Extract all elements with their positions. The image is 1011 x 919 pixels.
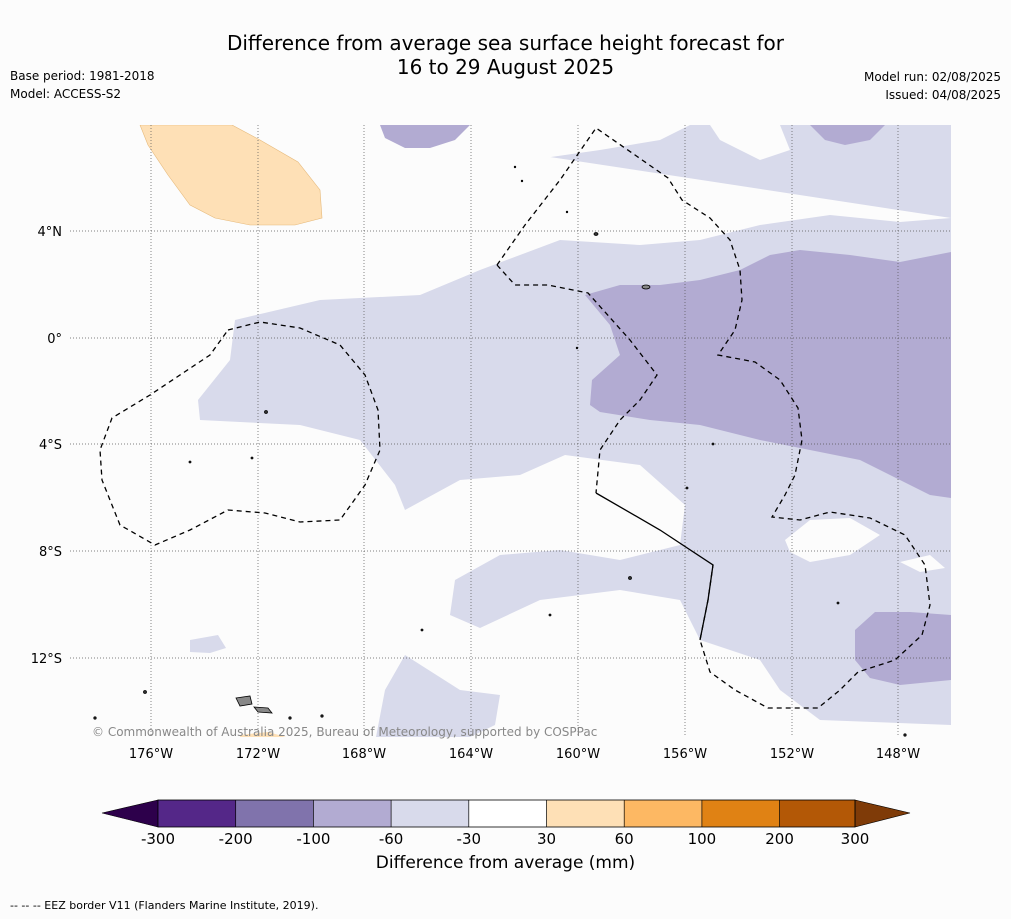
longitude-labels: 176°W 172°W 168°W 164°W 160°W 156°W 152°… xyxy=(129,747,920,762)
lon-label: 160°W xyxy=(556,747,600,762)
lat-label: 0° xyxy=(47,332,62,347)
island xyxy=(593,232,599,236)
colorbar-tick: -300 xyxy=(141,830,175,848)
islands xyxy=(93,165,907,737)
island xyxy=(628,576,632,580)
latitude-labels: 4°N 0° 4°S 8°S 12°S xyxy=(31,225,62,667)
footer-note: -- -- -- EEZ border V11 (Flanders Marine… xyxy=(10,899,319,912)
white-pocket-2 xyxy=(900,555,945,572)
colorbar-tick: 60 xyxy=(615,830,634,848)
island xyxy=(575,346,579,350)
lon-label: 168°W xyxy=(342,747,386,762)
eez-kiribati-phoenix xyxy=(496,127,931,709)
shade-light-purple-south xyxy=(376,655,500,737)
graticule xyxy=(70,125,951,737)
samoa-island-2 xyxy=(253,706,273,714)
lon-label: 176°W xyxy=(129,747,173,762)
lon-label: 152°W xyxy=(770,747,814,762)
lon-label: 172°W xyxy=(236,747,280,762)
shade-light-orange xyxy=(139,125,323,226)
colorbar-tick: -60 xyxy=(379,830,404,848)
title-line-2: 16 to 29 August 2025 xyxy=(396,55,615,79)
colorbar-bin xyxy=(468,800,547,827)
lat-label: 12°S xyxy=(31,652,62,667)
eez-borders xyxy=(99,127,931,709)
meta-left: Base period: 1981-2018 Model: ACCESS-S2 xyxy=(10,67,155,103)
issued-date: Issued: 04/08/2025 xyxy=(885,88,1001,102)
colorbar-ticks: -300 -200 -100 -60 -30 30 60 100 200 300 xyxy=(141,830,869,848)
base-period: Base period: 1981-2018 xyxy=(10,69,155,83)
colorbar: -300 -200 -100 -60 -30 30 60 100 200 300 xyxy=(101,799,911,848)
colorbar-tick: -30 xyxy=(457,830,482,848)
shade-mid-purple-top xyxy=(380,125,470,148)
samoa-island-1 xyxy=(235,695,253,707)
island xyxy=(288,716,292,720)
island xyxy=(513,165,517,169)
colorbar-bin xyxy=(701,800,780,827)
colorbar-bin xyxy=(158,800,236,827)
colorbar-tick: -100 xyxy=(296,830,330,848)
island xyxy=(188,460,192,464)
colorbar-extend-high xyxy=(854,799,911,828)
island xyxy=(520,179,524,183)
lat-label: 4°N xyxy=(38,225,63,240)
island xyxy=(836,601,840,605)
shade-mid-purple-se xyxy=(855,612,951,685)
island xyxy=(143,690,147,694)
colorbar-bin xyxy=(313,800,392,827)
model-run: Model run: 02/08/2025 xyxy=(863,70,1001,84)
colorbar-bin xyxy=(235,800,314,827)
island xyxy=(320,714,324,718)
colorbar-tick: -200 xyxy=(219,830,253,848)
island xyxy=(903,733,907,737)
island xyxy=(685,486,689,490)
shade-mid-purple xyxy=(585,250,951,498)
title-line-1: Difference from average sea surface heig… xyxy=(226,31,785,55)
map-area xyxy=(70,125,951,737)
colorbar-label: Difference from average (mm) xyxy=(375,853,636,873)
island xyxy=(93,716,97,720)
colorbar-bin xyxy=(546,800,625,827)
map-title: Difference from average sea surface heig… xyxy=(0,31,1011,79)
island xyxy=(565,210,569,214)
colorbar-bin xyxy=(624,800,702,827)
top-gap-2 xyxy=(710,125,790,160)
island xyxy=(420,628,424,632)
lon-label: 156°W xyxy=(663,747,707,762)
island xyxy=(711,442,715,446)
island xyxy=(548,613,552,617)
shading-layer xyxy=(139,125,951,737)
eez-solid-border xyxy=(595,492,714,641)
lon-label: 148°W xyxy=(876,747,920,762)
lat-label: 8°S xyxy=(39,545,62,560)
shade-light-purple-small xyxy=(190,635,226,653)
lat-label: 4°S xyxy=(39,438,62,453)
colorbar-tick: 300 xyxy=(841,830,870,848)
meta-right: Model run: 02/08/2025 Issued: 04/08/2025 xyxy=(864,68,1001,104)
colorbar-extend-low xyxy=(101,799,159,828)
island xyxy=(250,456,254,460)
island xyxy=(264,410,268,414)
colorbar-tick: 200 xyxy=(765,830,794,848)
shade-mid-purple-top-2 xyxy=(810,125,885,145)
island xyxy=(641,284,651,290)
colorbar-tick: 30 xyxy=(537,830,556,848)
model-name: Model: ACCESS-S2 xyxy=(10,87,122,101)
colorbar-bin xyxy=(779,800,858,827)
colorbar-tick: 100 xyxy=(688,830,717,848)
colorbar-bin xyxy=(391,800,469,827)
eez-tokelau-kiribati-west xyxy=(99,321,381,546)
shade-light-orange-small xyxy=(240,732,286,737)
copyright-text: © Commonwealth of Australia 2025, Bureau… xyxy=(92,725,597,739)
lon-label: 164°W xyxy=(449,747,493,762)
top-gap xyxy=(470,125,690,165)
